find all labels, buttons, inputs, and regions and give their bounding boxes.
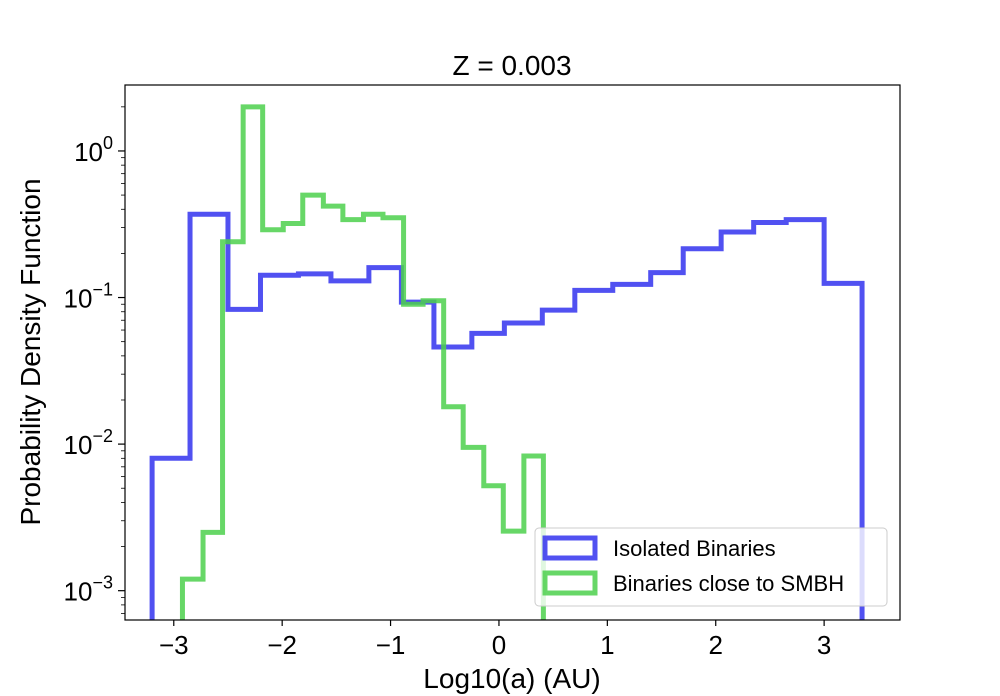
x-tick-label: −3 [159,630,189,660]
series-outline-isolated-binaries [149,211,865,620]
legend-swatch-isolated-binaries [542,535,598,561]
x-tick-label: 1 [600,630,614,660]
x-tick-label: 3 [817,630,831,660]
chart-title: Z = 0.003 [452,50,571,81]
y-tick-label: 10−1 [64,280,113,314]
y-tick-label: 10−2 [64,426,113,460]
x-tick-label: 2 [708,630,722,660]
legend-swatch-binaries-close-to-smbh [542,570,598,596]
y-tick-label: 100 [74,133,113,167]
legend-box [534,527,888,607]
x-tick-label: 0 [492,630,506,660]
y-tick-label: 10−3 [64,573,113,607]
series-isolated-binaries [149,211,865,620]
plot-frame [124,84,901,621]
series-binaries-close-to-smbh [179,104,546,620]
x-tick-label: −1 [376,630,406,660]
y-axis-label: Probability Density Function [15,178,46,525]
x-tick-label: −2 [267,630,297,660]
legend: Isolated Binaries Binaries close to SMBH [534,527,888,607]
ticks-layer: −3 −2 −1 0 1 2 3 100 10−1 10−2 10−3 [64,106,831,660]
x-axis-label: Log10(a) (AU) [423,663,600,694]
legend-label-isolated-binaries: Isolated Binaries [613,536,776,561]
series-layer [149,104,865,620]
series-outline-binaries-close-to-smbh [179,104,546,620]
legend-label-binaries-close-to-smbh: Binaries close to SMBH [613,571,844,596]
